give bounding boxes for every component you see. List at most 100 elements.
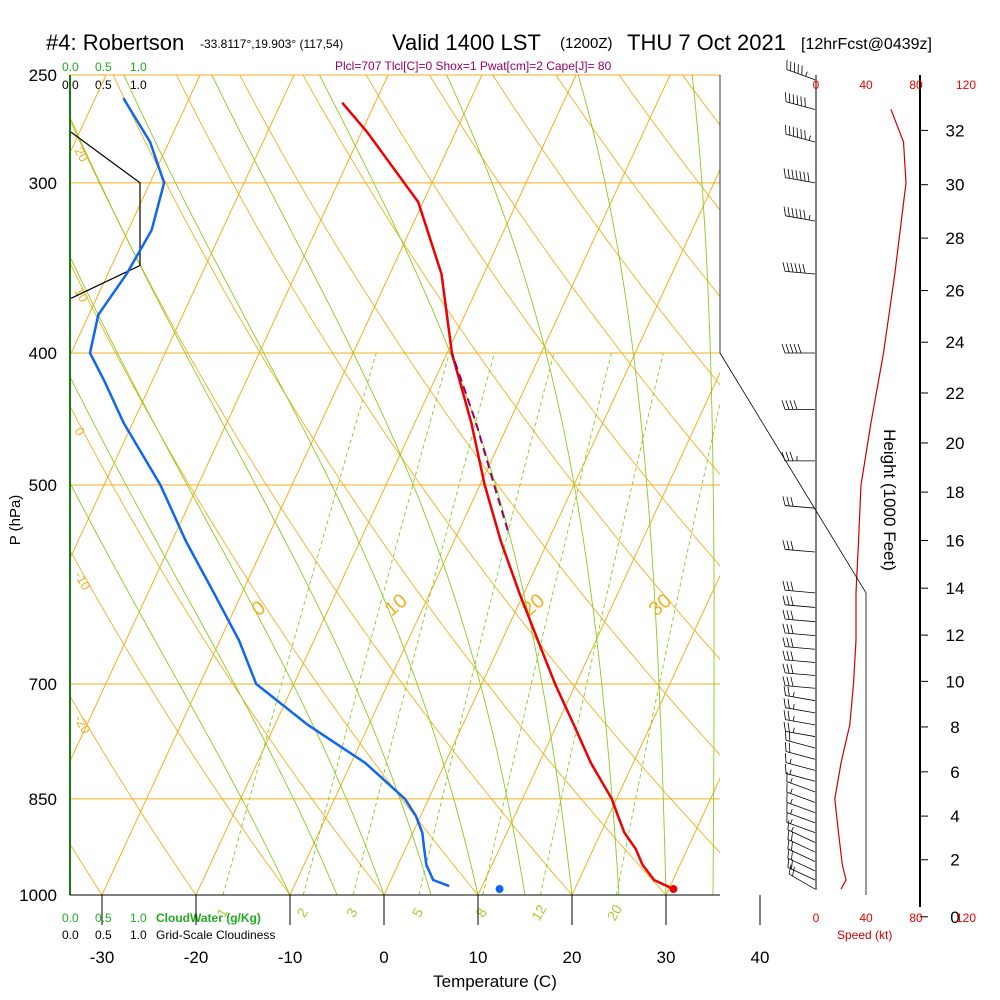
wind-barb-feather (786, 610, 790, 620)
wind-barb-feather (781, 451, 786, 461)
dry-adiabat-line (70, 549, 291, 895)
wind-barb-feather (782, 663, 786, 673)
surface-temperature-point (669, 885, 678, 894)
station-coords: -33.8117°,19.903° (117,54) (200, 37, 343, 51)
wind-barb-staff (785, 695, 816, 702)
mixing-ratio-lines (222, 352, 720, 895)
wind-barb-half-feather (808, 135, 811, 141)
wind-barb-feather (785, 753, 787, 763)
wind-barb (782, 650, 816, 663)
moist-adiabat-label: 20 (518, 590, 549, 621)
sounding-series (88, 97, 678, 894)
dry-adiabat-lines (0, 75, 720, 895)
isotherm-line (0, 75, 12, 895)
wind-barb-staff (786, 69, 816, 81)
pressure-tick-label: 850 (29, 790, 57, 809)
isotherm-line (195, 75, 577, 895)
isotherm-line (70, 75, 201, 357)
wind-barb-staff (785, 659, 816, 663)
wind-barb (782, 496, 816, 509)
wind-barb (782, 540, 816, 553)
wind-barb-feather (790, 262, 794, 273)
wind-barb-staff (786, 781, 816, 793)
cloudiness-tick: 0.5 (95, 928, 112, 942)
wind-barb-feather (793, 400, 798, 410)
mixing-ratio-label: 12 (528, 902, 550, 924)
height-tick-label: 14 (946, 579, 965, 598)
wind-barb-feather (791, 841, 793, 851)
wind-barb-staff (788, 873, 816, 890)
speed-tick-label: 40 (859, 78, 873, 92)
cloudiness-label: Grid-Scale Cloudiness (156, 928, 275, 942)
wind-barb (783, 206, 816, 222)
wind-barb-staff (785, 751, 816, 760)
wind-barb-feather (793, 343, 798, 354)
dry-adiabat-line (492, 75, 720, 386)
wind-barb-feather (791, 859, 793, 870)
wind-barb-feather (785, 763, 787, 774)
dry-adiabat-line (0, 75, 8, 895)
wind-barb-half-feather (790, 778, 793, 784)
mixing-ratio-line (222, 352, 377, 895)
height-tick-label: 2 (950, 851, 959, 870)
x-tick-label: 30 (657, 948, 676, 967)
wind-barb-half-feather (790, 798, 793, 804)
wind-barb-feather (790, 624, 794, 634)
wind-barb (788, 864, 816, 890)
wind-barb (786, 792, 816, 814)
wind-barb-feather (789, 451, 794, 461)
wind-barb (782, 663, 816, 676)
wind-barb (786, 812, 816, 834)
wind-barb (781, 451, 815, 462)
surface-dewpoint-point (495, 885, 504, 894)
wind-barb-feather (800, 128, 802, 139)
dry-adiabat-line (112, 75, 667, 895)
isobar-lines (70, 74, 720, 896)
wind-barb (785, 763, 816, 782)
moist-adiabat-line (691, 75, 715, 895)
wind-barb-feather (794, 263, 798, 273)
wind-barb-feather (792, 126, 795, 137)
cloud-water-tick: 1.0 (130, 60, 147, 74)
wind-barb-feather (786, 581, 790, 591)
isotherm-line (289, 75, 671, 895)
x-tick-label: -20 (184, 948, 209, 967)
wind-barb-staff (786, 812, 816, 824)
wind-barb-feather (783, 710, 786, 720)
wind-barb-feather (785, 730, 787, 741)
moist-adiabat-lines (70, 75, 715, 895)
wind-barb-feather (795, 170, 798, 180)
dry-adiabat-label: 20 (71, 144, 91, 164)
wind-barb-staff (785, 762, 816, 771)
dry-adiabat-line (176, 75, 720, 854)
moist-adiabat-line (70, 481, 291, 895)
pressure-tick-label: 700 (29, 675, 57, 694)
wind-barb-feather (798, 263, 802, 273)
wind-barb-feather (799, 170, 802, 181)
speed-tick-label: 80 (909, 911, 923, 925)
wind-barb-feather (788, 731, 791, 742)
dry-adiabat-label: 10 (71, 285, 91, 305)
wind-barb (785, 124, 816, 143)
wind-barb-half-feather (792, 691, 795, 697)
moist-adiabat-line (70, 116, 432, 895)
dry-adiabat-line (302, 75, 720, 661)
wind-barb-feather (787, 686, 790, 697)
dry-adiabat-line (239, 75, 720, 756)
wind-barb-half-feather (805, 71, 808, 77)
wind-barb-staff (786, 822, 816, 834)
cloud-water-tick: 0.0 (62, 60, 79, 74)
height-axis-title: Height (1000 Feet) (880, 429, 899, 571)
wind-barb-feather (804, 129, 806, 140)
speed-tick-label: 120 (956, 911, 976, 925)
wind-barb-feather (788, 864, 792, 875)
wind-barb-feather (791, 207, 794, 218)
wind-barb-staff (787, 866, 816, 881)
wind-barb-feather (788, 125, 791, 136)
height-tick-label: 24 (946, 333, 965, 352)
height-tick-label: 16 (946, 532, 965, 551)
wind-barb-feather (791, 831, 793, 842)
x-tick-label: 20 (563, 948, 582, 967)
wind-barb-feather (792, 94, 795, 104)
wind-barb-feather (782, 262, 786, 272)
